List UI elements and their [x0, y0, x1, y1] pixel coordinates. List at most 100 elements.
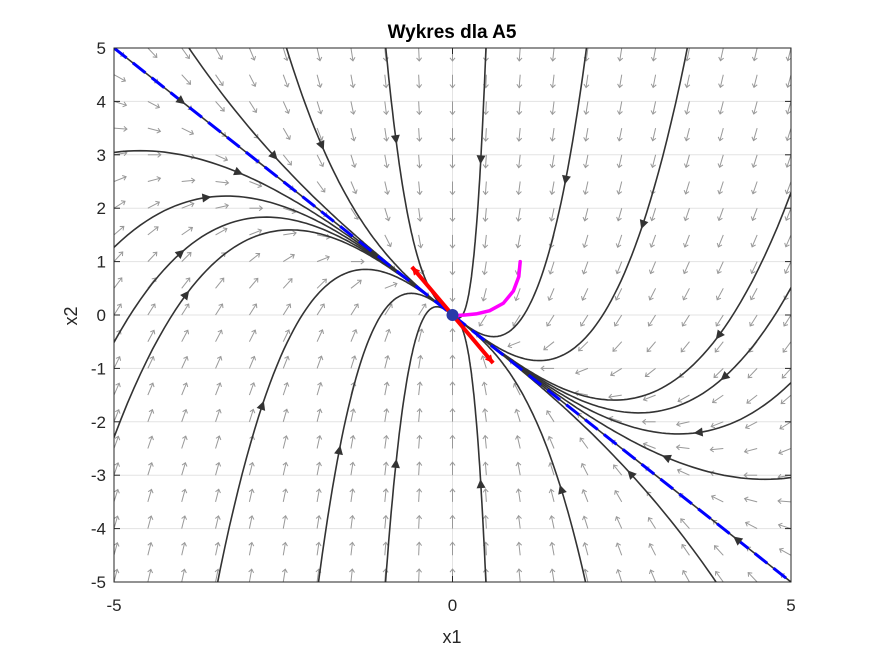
vector-field-arrowhead — [750, 269, 756, 275]
vector-field-arrow — [282, 254, 295, 263]
vector-field-arrow — [350, 488, 354, 502]
vector-field-arrow — [517, 488, 521, 502]
vector-field-arrow — [316, 256, 330, 263]
vector-field-arrow — [617, 234, 623, 248]
trajectory-arrowhead — [562, 174, 571, 185]
y-tick-label: 3 — [97, 146, 106, 165]
vector-field-arrow — [551, 128, 555, 142]
vector-field-arrow — [215, 303, 223, 316]
trajectory-arrowhead — [639, 219, 649, 230]
vector-field-arrowhead — [349, 514, 356, 520]
vector-field-arrow — [248, 515, 253, 529]
vector-field-arrowhead — [417, 354, 424, 360]
vector-field-arrow — [485, 154, 487, 168]
vector-field-arrow — [350, 127, 355, 141]
vector-field-arrowhead — [683, 216, 689, 222]
vector-field-arrowhead — [647, 516, 653, 522]
vector-field-arrowhead — [349, 434, 356, 440]
vector-field-arrow — [350, 154, 356, 168]
vector-field-arrow — [181, 515, 186, 529]
vector-field-arrow — [316, 356, 322, 369]
vector-field-arrow — [215, 154, 228, 161]
trajectory-arrowhead — [334, 445, 343, 456]
vector-field-arrowhead — [614, 516, 621, 521]
vector-field-arrowhead — [785, 109, 791, 115]
vector-field-arrowhead — [516, 83, 523, 89]
vector-field-arrowhead — [785, 56, 791, 62]
vector-field-arrowhead — [416, 514, 423, 520]
vector-field-arrow — [384, 382, 388, 396]
vector-field-arrow — [418, 154, 421, 168]
trajectory-arrowhead — [558, 484, 567, 495]
vector-field-arrow — [719, 127, 724, 141]
vector-field-arrowhead — [482, 110, 489, 116]
vector-field-arrowhead — [582, 243, 588, 249]
vector-field-arrow — [746, 394, 758, 404]
vector-field-arrow — [643, 394, 656, 401]
vector-field-arrow — [752, 154, 758, 168]
vector-field-arrow — [711, 495, 724, 503]
vector-field-arrowhead — [482, 461, 489, 466]
vector-field-arrow — [549, 261, 555, 275]
vector-field-arrowhead — [251, 329, 257, 335]
vector-field-arrow — [282, 101, 290, 114]
vector-field-arrow — [215, 462, 220, 476]
vector-field-arrowhead — [583, 163, 589, 169]
vector-field-arrowhead — [615, 568, 622, 574]
vector-field-arrow — [785, 208, 791, 221]
vector-field-arrow — [418, 328, 423, 342]
vector-field-arrowhead — [181, 461, 188, 467]
vector-field-arrow — [649, 288, 657, 301]
vector-field-arrow — [282, 382, 288, 396]
vector-field-arrowhead — [315, 488, 322, 493]
vector-field-arrow — [181, 569, 185, 582]
vector-field-arrowhead — [449, 354, 456, 359]
vector-field-arrowhead — [516, 514, 522, 520]
vector-field-arrowhead — [383, 434, 390, 440]
vector-field-arrowhead — [650, 110, 657, 115]
vector-field-arrowhead — [449, 164, 456, 169]
vector-field-arrowhead — [316, 56, 323, 62]
vector-field-arrowhead — [549, 163, 556, 169]
vector-field-arrow — [787, 74, 791, 88]
vector-field-arrow — [648, 517, 657, 529]
vector-field-arrowhead — [481, 381, 488, 387]
trajectory-arrowhead — [233, 166, 244, 176]
vector-field-arrowhead — [349, 541, 356, 547]
vector-field-arrowhead — [675, 444, 681, 451]
x-axis-label: x1 — [442, 627, 461, 647]
vector-field-arrowhead — [248, 541, 255, 547]
vector-field-arrow — [684, 234, 690, 248]
vector-field-arrow — [248, 569, 253, 582]
vector-field-arrow — [686, 74, 690, 88]
vector-field-arrow — [418, 435, 421, 449]
vector-field-arrowhead — [513, 296, 520, 302]
vector-field-arrow — [282, 542, 286, 556]
vector-field-arrowhead — [116, 303, 122, 309]
vector-field-arrowhead — [515, 243, 522, 249]
vector-field-arrow — [507, 341, 521, 347]
trajectory-arrowhead — [390, 458, 400, 469]
vector-field-arrowhead — [151, 277, 157, 283]
vector-field-arrow — [114, 462, 119, 476]
vector-field-arrow — [282, 278, 293, 289]
vector-field-arrow — [584, 154, 589, 168]
vector-field-arrow — [720, 48, 724, 61]
vector-field-arrow — [249, 229, 262, 236]
vector-field-arrow — [282, 489, 287, 503]
vector-field-arrowhead — [617, 57, 624, 62]
vector-field-arrow — [316, 181, 326, 193]
vector-field-arrow — [114, 74, 126, 82]
vector-field-arrow — [316, 74, 321, 88]
vector-field-arrowhead — [543, 345, 548, 351]
vector-field-arrow — [215, 489, 220, 503]
vector-field-arrowhead — [582, 190, 589, 195]
vector-field-arrow — [418, 128, 421, 142]
vector-field-arrowhead — [287, 160, 292, 166]
vector-field-arrow — [147, 436, 153, 449]
vector-field-arrow — [282, 127, 291, 140]
vector-field-arrow — [483, 382, 487, 396]
vector-field-arrowhead — [384, 190, 390, 195]
vector-field-arrowhead — [290, 253, 295, 259]
